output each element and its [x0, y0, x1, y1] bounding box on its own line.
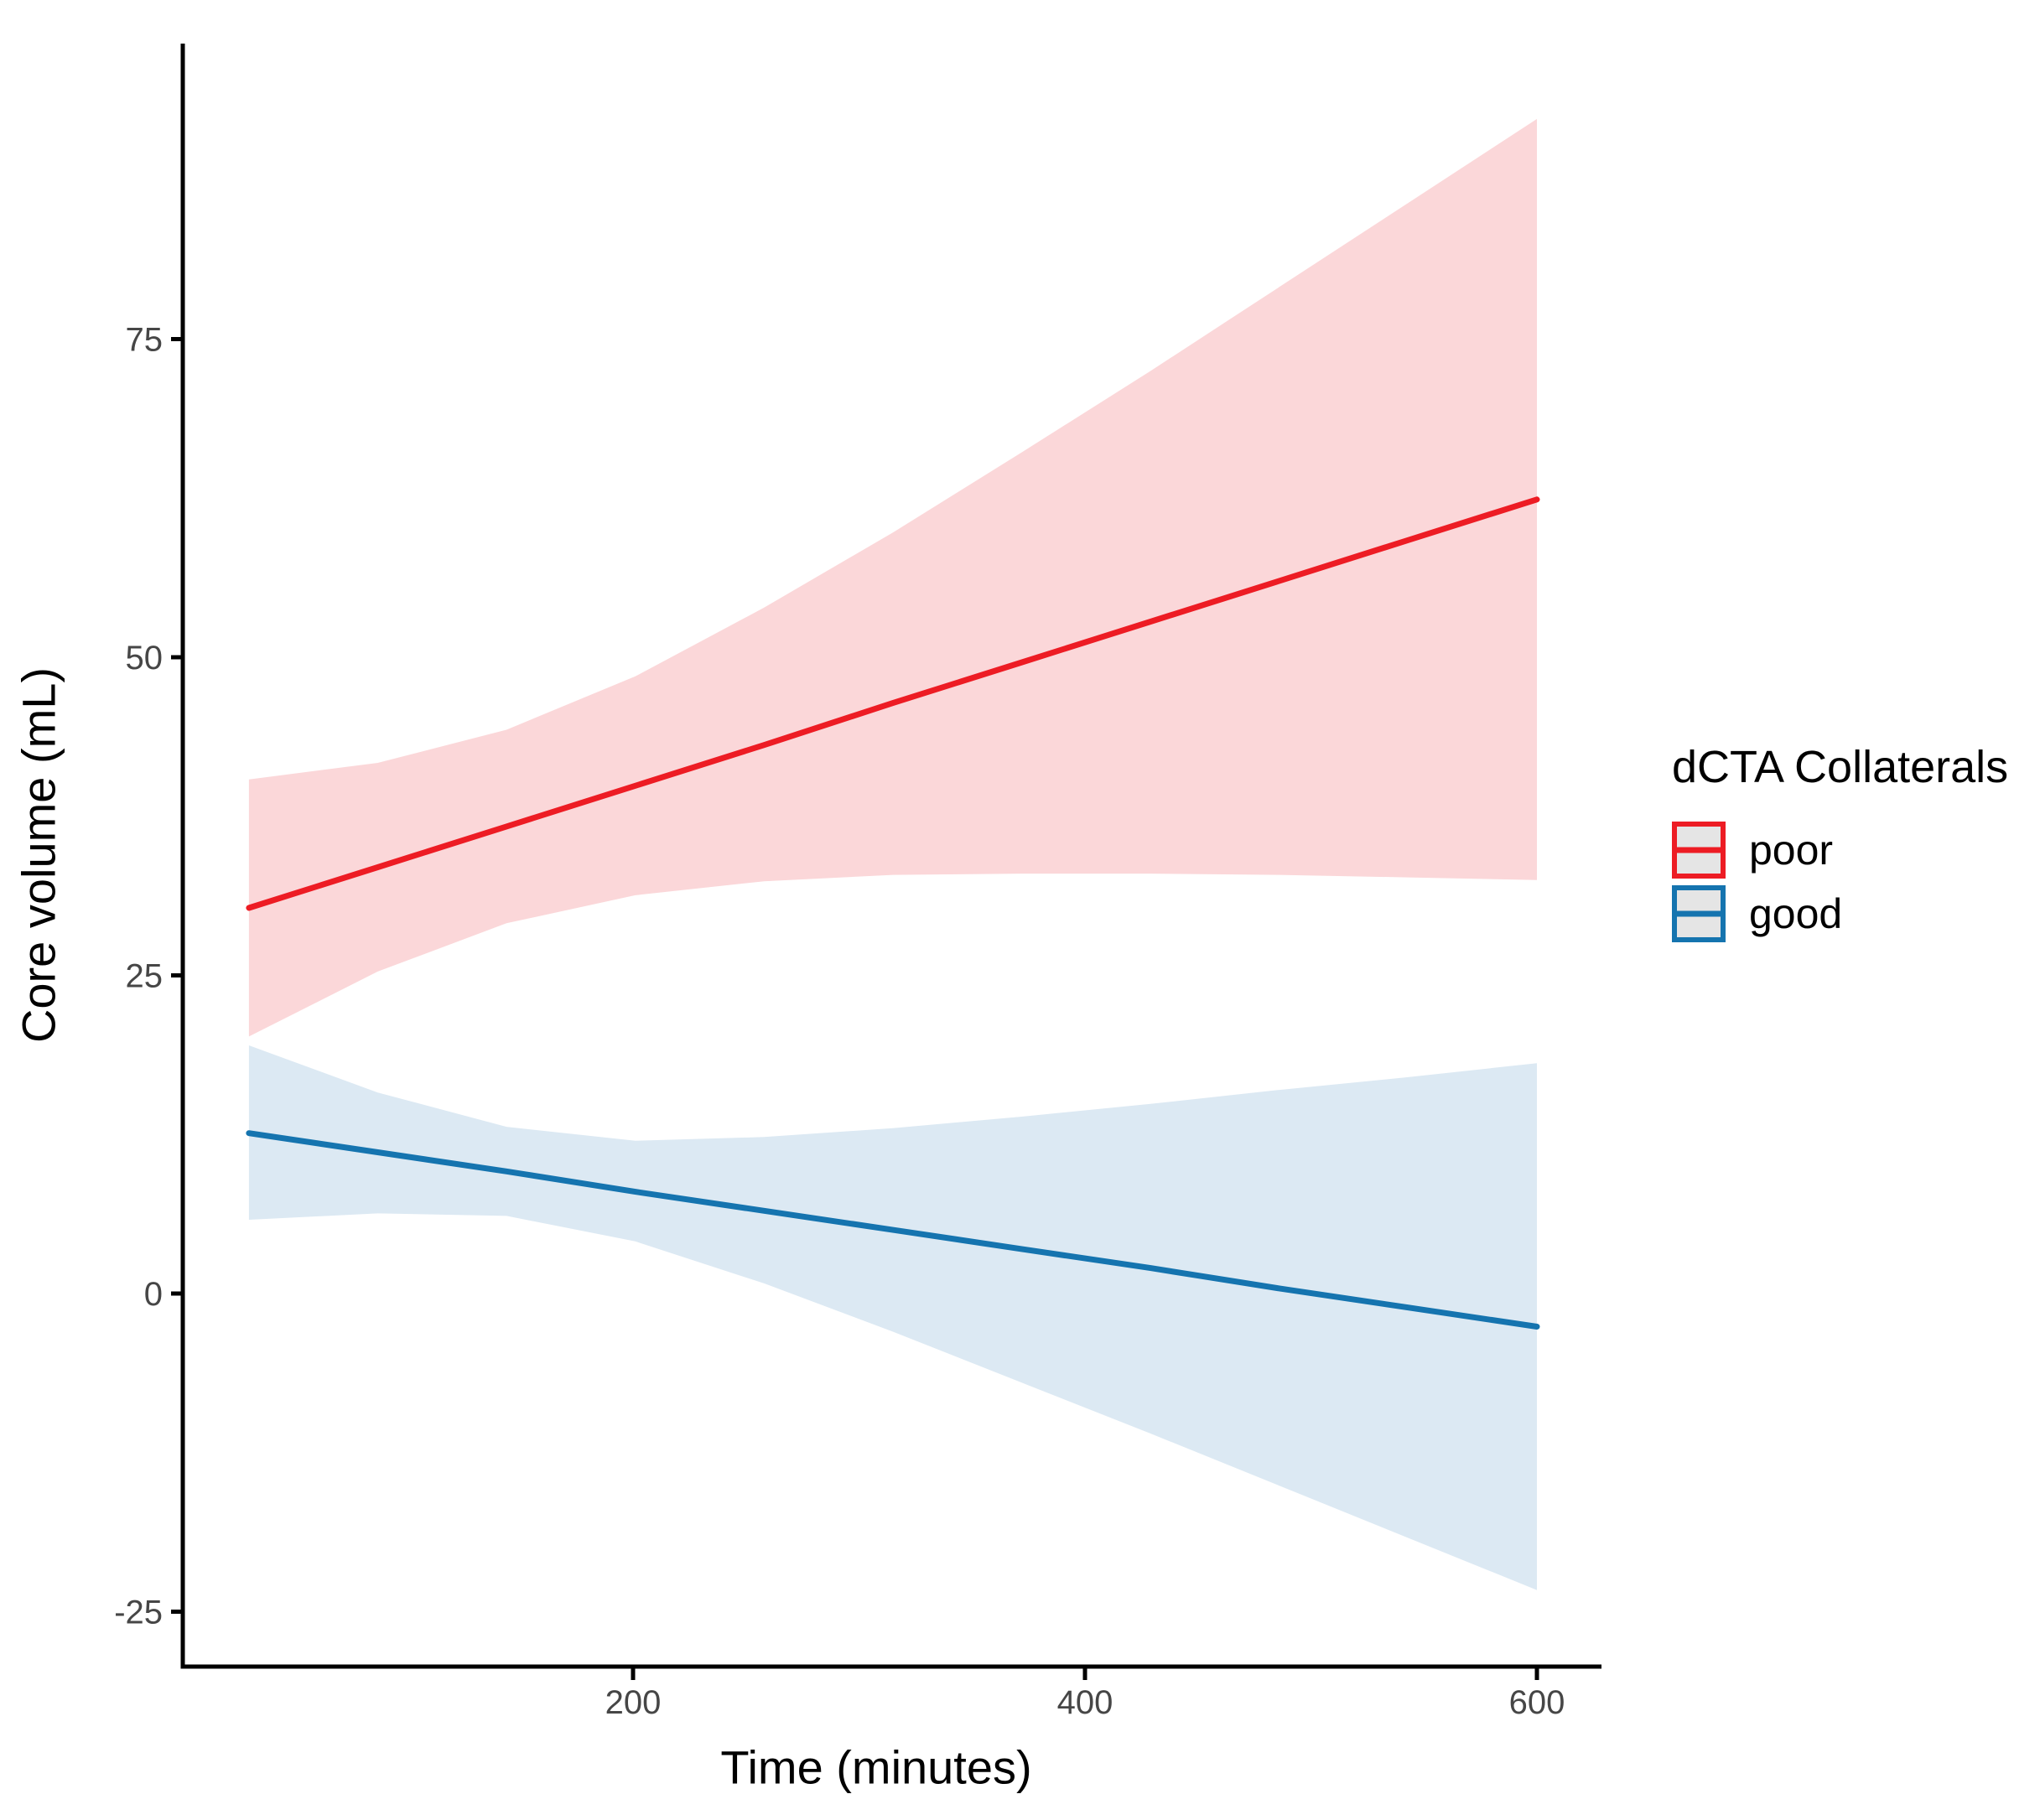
legend-title: dCTA Collaterals: [1672, 742, 2009, 792]
legend-key-poor-icon: [1672, 822, 1726, 879]
legend: dCTA Collaterals poor good: [1672, 741, 2008, 949]
ci-ribbon-good: [248, 1045, 1537, 1590]
legend-key-line-poor-icon: [1675, 847, 1722, 853]
legend-key-line-good-icon: [1675, 910, 1722, 917]
y-tick-label: 50: [126, 640, 164, 677]
axes-layer: [180, 44, 1601, 1669]
y-tick-label: 25: [126, 958, 164, 995]
legend-label-poor: poor: [1749, 827, 1834, 874]
legend-label-good: good: [1749, 890, 1843, 937]
y-axis-title: Core volume (mL): [12, 666, 65, 1044]
legend-entry-poor: poor: [1672, 822, 2008, 879]
y-tick-label: 75: [126, 322, 164, 359]
legend-key-good-icon: [1672, 885, 1726, 942]
x-tick-label: 400: [1057, 1684, 1113, 1721]
ci-ribbons-layer: [248, 118, 1537, 1590]
x-axis-title: Time (minutes): [720, 1740, 1032, 1794]
x-tick-label: 600: [1509, 1684, 1565, 1721]
y-tick-label: -25: [114, 1594, 163, 1631]
ci-ribbon-poor: [248, 118, 1537, 1037]
trend-lines-layer: [246, 496, 1540, 1330]
y-tick-label: 0: [144, 1276, 163, 1313]
legend-entry-good: good: [1672, 885, 2008, 942]
y-axis-ticks: -25 0 25 50 75: [114, 322, 183, 1631]
x-axis-ticks: 200 400 600: [605, 1667, 1565, 1721]
trend-line-poor: [246, 496, 1540, 911]
trend-line-good: [246, 1130, 1540, 1330]
x-tick-label: 200: [605, 1684, 662, 1721]
